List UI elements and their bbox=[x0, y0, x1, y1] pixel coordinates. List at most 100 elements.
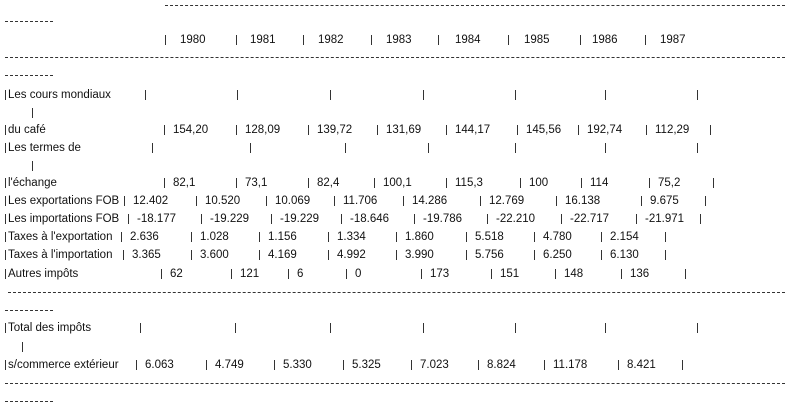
year-header: 1981 bbox=[250, 34, 276, 46]
separator bbox=[206, 360, 207, 370]
cell-value: 121 bbox=[240, 268, 260, 280]
rule bbox=[5, 75, 53, 76]
separator bbox=[152, 143, 153, 153]
cell-value: 2.636 bbox=[130, 231, 159, 243]
separator bbox=[555, 269, 556, 279]
separator bbox=[618, 360, 619, 370]
separator bbox=[515, 323, 516, 333]
separator bbox=[534, 250, 535, 260]
separator bbox=[641, 196, 642, 206]
separator bbox=[649, 178, 650, 188]
cell-value: 5.330 bbox=[283, 359, 312, 371]
separator bbox=[446, 178, 447, 188]
cell-value: 151 bbox=[500, 268, 520, 280]
separator bbox=[515, 90, 516, 100]
cell-value: 82,4 bbox=[317, 177, 340, 189]
separator bbox=[259, 250, 260, 260]
separator bbox=[346, 269, 347, 279]
separator bbox=[236, 178, 237, 188]
row-label: Les importations FOB bbox=[8, 213, 120, 225]
separator bbox=[396, 250, 397, 260]
separator bbox=[578, 125, 579, 135]
separator bbox=[259, 232, 260, 242]
cell-value: 5.518 bbox=[475, 231, 504, 243]
cell-value: -22.717 bbox=[570, 213, 610, 225]
separator bbox=[250, 143, 251, 153]
cell-value: 136 bbox=[630, 268, 650, 280]
cell-value: 12.402 bbox=[133, 195, 169, 207]
cell-value: 145,56 bbox=[526, 124, 562, 136]
separator bbox=[377, 125, 378, 135]
cell-value: 192,74 bbox=[587, 124, 623, 136]
separator bbox=[236, 125, 237, 135]
rule bbox=[5, 383, 785, 384]
separator bbox=[191, 250, 192, 260]
year-header: 1985 bbox=[524, 34, 550, 46]
separator bbox=[601, 250, 602, 260]
cell-value: 62 bbox=[170, 268, 183, 280]
cell-value: 4.169 bbox=[268, 249, 297, 261]
cell-value: 144,17 bbox=[455, 124, 491, 136]
row-label: Les termes de bbox=[8, 142, 81, 154]
cell-value: 2.154 bbox=[610, 231, 639, 243]
separator bbox=[343, 360, 344, 370]
cell-value: -18.646 bbox=[350, 213, 390, 225]
row-label: l'échange bbox=[8, 177, 57, 189]
separator bbox=[308, 178, 309, 188]
separator bbox=[682, 360, 683, 370]
separator bbox=[605, 90, 606, 100]
separator bbox=[446, 125, 447, 135]
separator bbox=[235, 323, 236, 333]
row-label: du café bbox=[8, 124, 46, 136]
separator bbox=[164, 125, 165, 135]
separator bbox=[5, 178, 6, 188]
separator bbox=[201, 214, 202, 224]
separator bbox=[22, 341, 23, 352]
cell-value: 3.990 bbox=[405, 249, 434, 261]
cell-value: 16.138 bbox=[565, 195, 601, 207]
separator bbox=[374, 178, 375, 188]
separator bbox=[517, 125, 518, 135]
separator bbox=[5, 125, 6, 135]
separator bbox=[5, 360, 6, 370]
cell-value: 1.028 bbox=[200, 231, 229, 243]
rule bbox=[5, 21, 53, 22]
separator bbox=[288, 269, 289, 279]
cell-value: 128,09 bbox=[245, 124, 281, 136]
separator bbox=[128, 214, 129, 224]
separator bbox=[491, 269, 492, 279]
cell-value: 12.769 bbox=[489, 195, 525, 207]
cell-value: 112,29 bbox=[655, 124, 690, 136]
cell-value: 115,3 bbox=[455, 177, 483, 189]
cell-value: 1.156 bbox=[268, 231, 297, 243]
separator bbox=[534, 232, 535, 242]
separator bbox=[713, 178, 714, 188]
separator bbox=[341, 214, 342, 224]
cell-value: 0 bbox=[355, 268, 362, 280]
year-header: 1984 bbox=[455, 34, 481, 46]
cell-value: 173 bbox=[430, 268, 450, 280]
separator bbox=[371, 35, 372, 45]
separator bbox=[266, 196, 267, 206]
year-header: 1982 bbox=[318, 34, 344, 46]
separator bbox=[423, 323, 424, 333]
separator bbox=[580, 35, 581, 45]
cell-value: -21.971 bbox=[645, 213, 685, 225]
cell-value: 1.860 bbox=[405, 231, 434, 243]
cell-value: 10.069 bbox=[275, 195, 311, 207]
separator bbox=[515, 143, 516, 153]
cell-value: 6.063 bbox=[145, 359, 174, 371]
separator bbox=[396, 232, 397, 242]
separator bbox=[466, 232, 467, 242]
separator bbox=[191, 232, 192, 242]
separator bbox=[32, 160, 33, 171]
cell-value: 8.421 bbox=[627, 359, 656, 371]
cell-value: 148 bbox=[564, 268, 584, 280]
separator bbox=[231, 269, 232, 279]
separator bbox=[237, 90, 238, 100]
separator bbox=[345, 143, 346, 153]
cell-value: 14.286 bbox=[412, 195, 448, 207]
separator bbox=[480, 196, 481, 206]
cell-value: -22.210 bbox=[496, 213, 536, 225]
